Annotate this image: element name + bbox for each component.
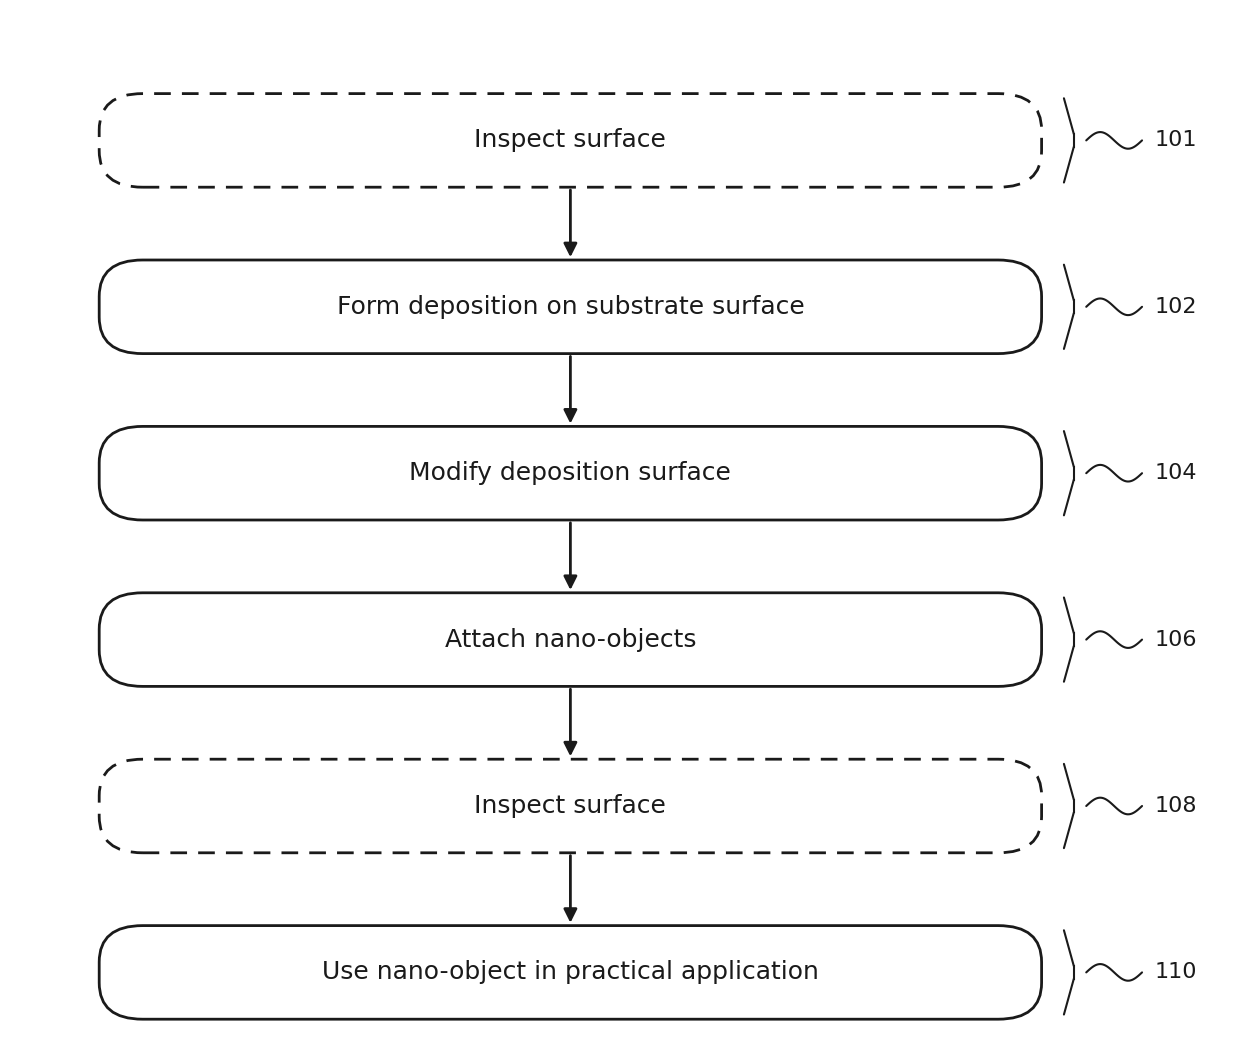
Text: 102: 102	[1154, 296, 1197, 317]
FancyBboxPatch shape	[99, 926, 1042, 1019]
Text: Form deposition on substrate surface: Form deposition on substrate surface	[336, 294, 805, 319]
FancyBboxPatch shape	[99, 426, 1042, 520]
Text: Inspect surface: Inspect surface	[475, 128, 666, 153]
FancyBboxPatch shape	[99, 94, 1042, 187]
Text: 104: 104	[1154, 463, 1197, 484]
Text: Inspect surface: Inspect surface	[475, 794, 666, 818]
Text: Modify deposition surface: Modify deposition surface	[409, 461, 732, 486]
FancyBboxPatch shape	[99, 759, 1042, 853]
Text: Use nano-object in practical application: Use nano-object in practical application	[322, 960, 818, 985]
Text: 110: 110	[1154, 962, 1197, 983]
FancyBboxPatch shape	[99, 593, 1042, 686]
Text: 106: 106	[1154, 629, 1197, 650]
Text: 101: 101	[1154, 130, 1197, 151]
Text: 108: 108	[1154, 796, 1197, 816]
Text: Attach nano-objects: Attach nano-objects	[445, 627, 696, 652]
FancyBboxPatch shape	[99, 260, 1042, 354]
